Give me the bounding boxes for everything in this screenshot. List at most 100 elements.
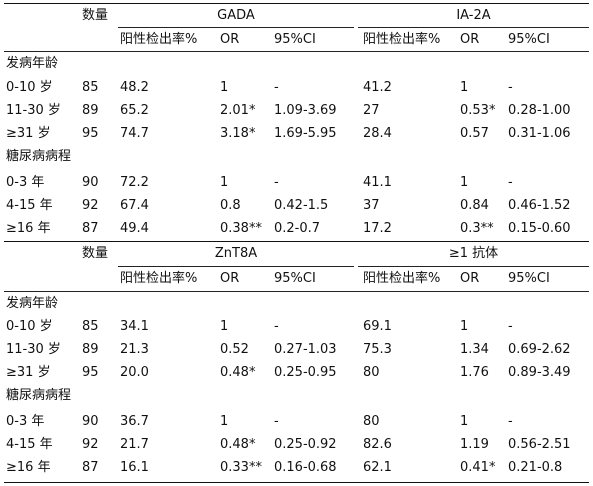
cell-ci: 0.15-0.60	[508, 221, 571, 236]
cell-or: 2.01*	[220, 103, 256, 118]
group-header-row: 数量 GADA IA-2A	[4, 5, 589, 27]
col-header-ci: 95%CI	[274, 271, 316, 286]
cell-rate: 27	[363, 103, 380, 118]
row-count: 89	[82, 103, 99, 118]
cell-ci: 1.69-5.95	[274, 126, 337, 141]
cell-ci: 0.21-0.8	[508, 460, 563, 475]
cell-ci: 0.16-0.68	[274, 460, 337, 475]
row-label: 4-15 年	[6, 437, 53, 452]
cell-or: 0.41*	[460, 460, 496, 475]
cell-or: 1	[220, 414, 229, 429]
row-count: 90	[82, 414, 99, 429]
cell-or: 0.52	[220, 342, 249, 357]
cell-or: 0.48*	[220, 437, 256, 452]
col-header-or: OR	[460, 32, 480, 47]
cell-or: 0.8	[220, 198, 241, 213]
table-row: 4-15 年 92 21.7 0.48* 0.25-0.92 82.6 1.19…	[4, 434, 589, 456]
cell-ci: 0.31-1.06	[508, 126, 571, 141]
table-gada-ia2a: 数量 GADA IA-2A 阳性检出率% OR 95%CI 阳性检出率% OR …	[4, 0, 589, 243]
row-label: ≥16 年	[6, 221, 51, 236]
row-count: 85	[82, 319, 99, 334]
cell-or: 1.34	[460, 342, 489, 357]
section-label-disease-duration: 糖尿病病程	[6, 149, 72, 164]
bottom-rule	[4, 241, 589, 242]
col-header-ci: 95%CI	[274, 32, 316, 47]
section-label-row: 糖尿病病程	[4, 385, 589, 407]
cell-ci: 0.25-0.95	[274, 365, 337, 380]
cell-ci: -	[274, 414, 279, 429]
cell-rate: 80	[363, 414, 380, 429]
cell-ci: 0.56-2.51	[508, 437, 571, 452]
cell-ci: 0.28-1.00	[508, 103, 571, 118]
row-label: 0-10 岁	[6, 319, 53, 334]
row-count: 87	[82, 221, 99, 236]
cell-or: 1	[220, 80, 229, 95]
cell-ci: 0.27-1.03	[274, 342, 337, 357]
cell-rate: 67.4	[120, 198, 149, 213]
cell-rate: 20.0	[120, 365, 149, 380]
cell-or: 1	[220, 175, 229, 190]
row-label: ≥31 岁	[6, 365, 51, 380]
group-rule-gada	[118, 27, 354, 28]
cell-rate: 41.2	[363, 80, 392, 95]
cell-ci: 0.2-0.7	[274, 221, 321, 236]
cell-or: 1	[460, 414, 469, 429]
section-label-disease-duration: 糖尿病病程	[6, 388, 72, 403]
table-row: ≥16 年 87 49.4 0.38** 0.2-0.7 17.2 0.3** …	[4, 218, 589, 240]
cell-rate: 62.1	[363, 460, 392, 475]
cell-or: 0.57	[460, 126, 489, 141]
group-title-znt8a: ZnT8A	[214, 246, 258, 261]
cell-or: 3.18*	[220, 126, 256, 141]
cell-or: 0.53*	[460, 103, 496, 118]
table-znt8a-antibody: 数量 ZnT8A ≥1 抗体 阳性检出率% OR 95%CI 阳性检出率% OR…	[4, 243, 589, 486]
cell-ci: 0.46-1.52	[508, 198, 571, 213]
table-row: 11-30 岁 89 21.3 0.52 0.27-1.03 75.3 1.34…	[4, 339, 589, 361]
cell-or: 1	[460, 80, 469, 95]
cell-rate: 17.2	[363, 221, 392, 236]
cell-rate: 36.7	[120, 414, 149, 429]
table-row: 11-30 岁 89 65.2 2.01* 1.09-3.69 27 0.53*…	[4, 100, 589, 122]
row-count: 95	[82, 126, 99, 141]
column-header-row: 阳性检出率% OR 95%CI 阳性检出率% OR 95%CI	[4, 268, 589, 290]
cell-or: 0.84	[460, 198, 489, 213]
cell-or: 1	[460, 175, 469, 190]
cell-or: 1.19	[460, 437, 489, 452]
cell-ci: 0.69-2.62	[508, 342, 571, 357]
cell-rate: 82.6	[363, 437, 392, 452]
table-row: 0-3 年 90 72.2 1 - 41.1 1 -	[4, 172, 589, 194]
row-count: 90	[82, 175, 99, 190]
cell-rate: 37	[363, 198, 380, 213]
cell-rate: 48.2	[120, 80, 149, 95]
section-label-onset-age: 发病年龄	[6, 56, 59, 71]
row-label: ≥16 年	[6, 460, 51, 475]
cell-rate: 21.7	[120, 437, 149, 452]
col-header-or: OR	[220, 32, 240, 47]
row-count: 87	[82, 460, 99, 475]
cell-rate: 65.2	[120, 103, 149, 118]
cell-ci: 0.42-1.5	[274, 198, 329, 213]
row-label: 0-3 年	[6, 175, 45, 190]
table-row: 0-10 岁 85 34.1 1 - 69.1 1 -	[4, 316, 589, 338]
cell-ci: 0.25-0.92	[274, 437, 337, 452]
row-count: 92	[82, 437, 99, 452]
cell-rate: 28.4	[363, 126, 392, 141]
cell-rate: 21.3	[120, 342, 149, 357]
cell-ci: -	[508, 80, 513, 95]
cell-ci: 0.89-3.49	[508, 365, 571, 380]
group-rule-znt8a	[118, 266, 354, 267]
col-header-or: OR	[460, 271, 480, 286]
cell-rate: 34.1	[120, 319, 149, 334]
cell-or: 1.76	[460, 365, 489, 380]
cell-or: 0.33**	[220, 460, 262, 475]
col-header-ci: 95%CI	[508, 32, 550, 47]
col-header-or: OR	[220, 271, 240, 286]
col-header-positive-rate: 阳性检出率%	[120, 271, 198, 286]
cell-or: 1	[460, 319, 469, 334]
table-row: ≥16 年 87 16.1 0.33** 0.16-0.68 62.1 0.41…	[4, 457, 589, 479]
row-count: 85	[82, 80, 99, 95]
cell-or: 0.48*	[220, 365, 256, 380]
cell-rate: 49.4	[120, 221, 149, 236]
section-label-row: 发病年龄	[4, 293, 589, 315]
row-label: ≥31 岁	[6, 126, 51, 141]
section-label-onset-age: 发病年龄	[6, 296, 59, 311]
